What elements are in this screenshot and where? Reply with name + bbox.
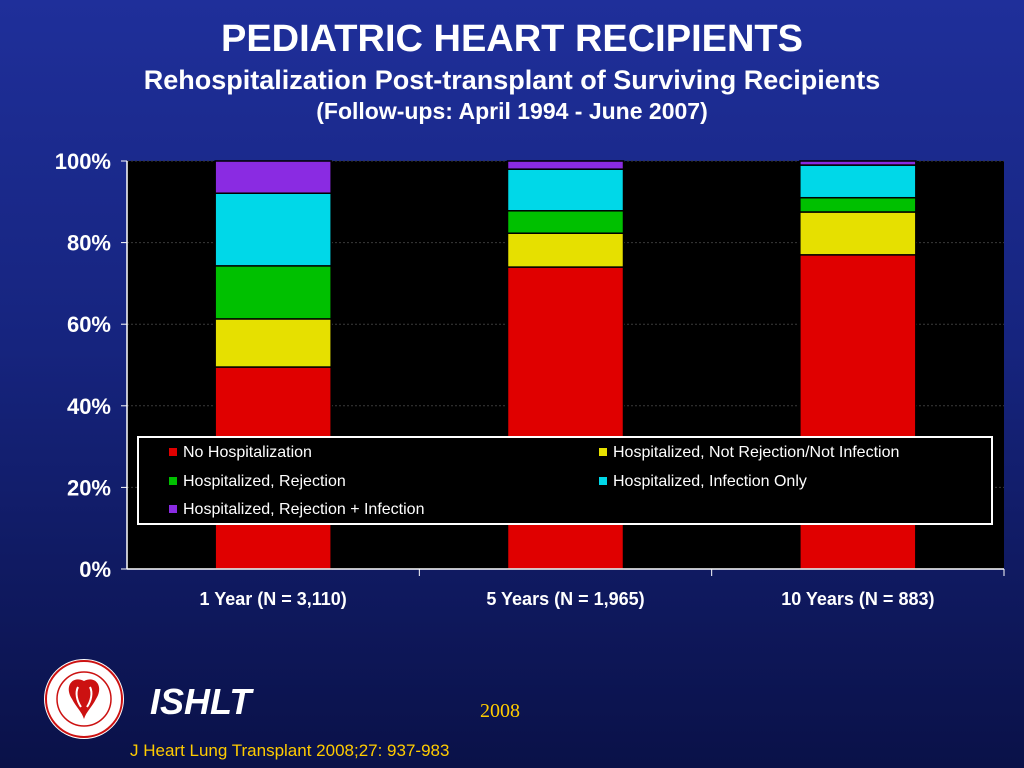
bar-segment	[506, 168, 625, 212]
legend-item: Hospitalized, Rejection + Infection	[169, 501, 424, 519]
ishlt-logo-icon	[44, 659, 124, 739]
bar-segment	[214, 318, 332, 368]
y-tick-label: 60%	[67, 312, 111, 337]
legend-item: Hospitalized, Not Rejection/Not Infectio…	[599, 444, 899, 462]
legend-swatch	[599, 447, 607, 456]
bar-segment	[506, 232, 625, 268]
legend-label: Hospitalized, Infection Only	[613, 473, 807, 490]
y-tick-label: 20%	[67, 475, 111, 500]
legend-swatch	[169, 447, 177, 456]
legend-swatch	[169, 476, 177, 485]
bar-segment	[506, 160, 625, 170]
legend-label: Hospitalized, Rejection	[183, 473, 346, 490]
x-tick-label: 5 Years (N = 1,965)	[486, 589, 644, 609]
citation: J Heart Lung Transplant 2008;27: 937-983	[130, 741, 450, 760]
bar-segment	[799, 211, 917, 256]
chart-legend: No Hospitalization Hospitalized, Not Rej…	[137, 436, 993, 525]
y-tick-label: 80%	[67, 231, 111, 256]
bar-segment	[214, 265, 332, 320]
org-name: ISHLT	[150, 681, 252, 722]
bar-segment	[506, 210, 625, 234]
x-tick-label: 10 Years (N = 883)	[781, 589, 934, 609]
bar-segment	[214, 192, 332, 267]
stacked-bar-chart: 0% 20% 40% 60% 80% 100% 1 Year (N = 3,110) 5 Ye…	[55, 149, 1004, 609]
legend-item: Hospitalized, Infection Only	[599, 473, 807, 491]
legend-item: No Hospitalization	[169, 444, 312, 462]
y-tick-label: 40%	[67, 394, 111, 419]
bar-segment	[214, 160, 332, 194]
bar-segment	[799, 196, 917, 213]
legend-swatch	[599, 476, 607, 485]
bar-segment	[799, 164, 917, 199]
chart-subtitle-dates: (Follow-ups: April 1994 - June 2007)	[316, 98, 708, 124]
y-tick-label: 100%	[55, 149, 111, 174]
chart-subtitle: Rehospitalization Post-transplant of Sur…	[143, 65, 881, 95]
chart-title: PEDIATRIC HEART RECIPIENTS	[220, 18, 803, 60]
legend-label: Hospitalized, Not Rejection/Not Infectio…	[613, 444, 900, 461]
legend-item: Hospitalized, Rejection	[169, 473, 346, 491]
legend-label: No Hospitalization	[183, 444, 312, 461]
bar-segment	[799, 160, 917, 166]
report-year: 2008	[480, 700, 520, 722]
legend-label: Hospitalized, Rejection + Infection	[183, 501, 425, 518]
x-tick-label: 1 Year (N = 3,110)	[200, 589, 347, 609]
legend-swatch	[169, 504, 177, 513]
y-tick-label: 0%	[79, 557, 111, 582]
